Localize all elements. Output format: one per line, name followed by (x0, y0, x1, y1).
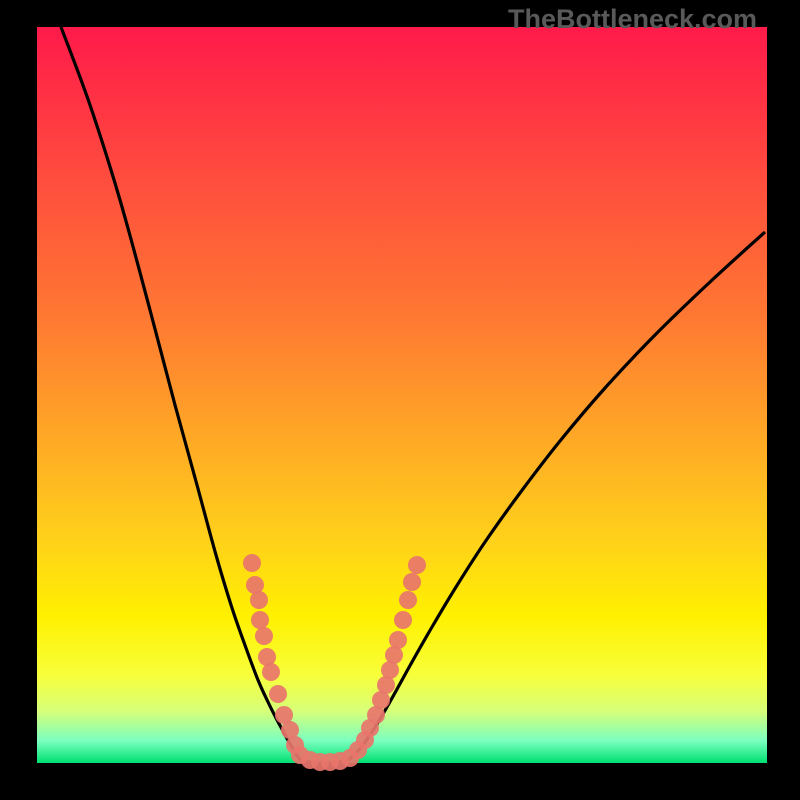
scatter-point (389, 631, 407, 649)
scatter-point (251, 611, 269, 629)
scatter-point (262, 663, 280, 681)
scatter-point (399, 591, 417, 609)
scatter-point (403, 573, 421, 591)
bottleneck-curve (61, 27, 765, 763)
scatter-point (408, 556, 426, 574)
scatter-point (250, 591, 268, 609)
chart-svg (0, 0, 800, 800)
scatter-point (394, 611, 412, 629)
scatter-point (269, 685, 287, 703)
scatter-point (243, 554, 261, 572)
scatter-point (255, 627, 273, 645)
